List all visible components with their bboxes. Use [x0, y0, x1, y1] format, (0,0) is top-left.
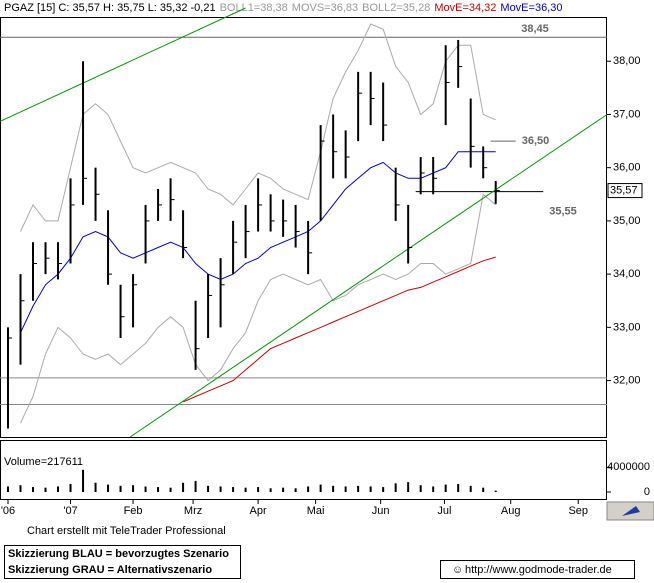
volume-panel: [0, 440, 607, 500]
x-tick-label: Mai: [307, 505, 325, 517]
legend-box: [4, 545, 241, 579]
x-tick-label: Apr: [250, 505, 267, 517]
x-tick-label: Aug: [501, 505, 521, 517]
header-text: BOLL2=35,28: [362, 2, 430, 14]
level-label: 36,50: [522, 135, 550, 147]
header-text: PGAZ [15] C: 35,57 H: 35,75 L: 35,32 -0,…: [4, 2, 216, 14]
header-text: BOLL1=38,38: [220, 2, 288, 14]
note: Skizzierung GRAU = Alternativszenario: [8, 564, 212, 576]
url[interactable]: http://www.godmode-trader.de: [465, 564, 612, 576]
tool-icon: [622, 506, 640, 516]
last-price-label: 35,57: [610, 184, 638, 196]
moving-average: [20, 193, 497, 424]
moving-average: [182, 256, 496, 403]
x-tick-label: '07: [63, 505, 77, 517]
y-tick-label: 34,00: [613, 268, 641, 280]
volume-tick-label: 4000000: [607, 461, 650, 473]
note: Skizzierung BLAU = bevorzugtes Szenario: [8, 548, 229, 560]
level-label: 35,55: [549, 206, 577, 218]
last-price-box: [607, 183, 643, 199]
y-tick-label: 33,00: [613, 321, 641, 333]
y-tick-label: 37,00: [613, 108, 641, 120]
x-tick-label: Feb: [124, 505, 143, 517]
y-tick-label: 36,00: [613, 162, 641, 174]
level-label: 38,45: [521, 23, 549, 35]
x-tick-label: Sep: [568, 505, 588, 517]
volume-label: Volume=217611: [4, 456, 83, 468]
x-tick-label: Mrz: [184, 505, 202, 517]
header-text: MovE=34,32: [434, 2, 496, 14]
x-tick-label: '06: [1, 505, 15, 517]
moving-average: [20, 23, 496, 232]
moving-average: [20, 151, 496, 333]
header-text: MovE=36,30: [500, 2, 562, 14]
x-tick-label: Jul: [437, 505, 451, 517]
volume-tick-label: 0: [644, 486, 650, 498]
header-text: MOVS=36,83: [292, 2, 358, 14]
y-tick-label: 38,00: [613, 55, 641, 67]
trendline: [129, 114, 608, 438]
price-panel: [0, 17, 607, 438]
y-tick-label: 35,00: [613, 215, 641, 227]
y-tick-label: 32,00: [613, 374, 641, 386]
url-box: [440, 560, 635, 579]
x-tick-label: Jun: [372, 505, 390, 517]
trendline: [0, 7, 246, 122]
url-icon: ☺: [452, 564, 463, 576]
credit: Chart erstellt mit TeleTrader Profession…: [27, 525, 226, 537]
